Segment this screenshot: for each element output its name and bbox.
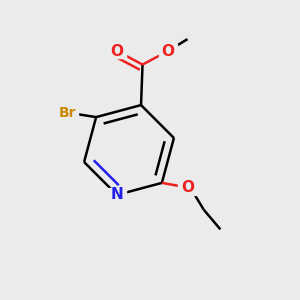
Bar [57,104,78,121]
Text: N: N [111,188,123,202]
Text: O: O [110,44,124,59]
Text: Br: Br [59,106,76,120]
Bar [108,44,126,58]
Text: O: O [161,44,175,59]
Bar [108,188,126,202]
Bar [178,180,196,195]
Bar [159,44,177,58]
Text: O: O [181,180,194,195]
